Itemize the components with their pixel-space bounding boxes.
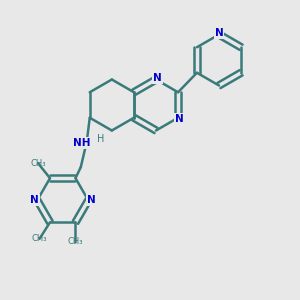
- Text: N: N: [175, 114, 184, 124]
- Text: CH₃: CH₃: [32, 234, 47, 243]
- Text: N: N: [153, 73, 162, 83]
- Text: N: N: [214, 28, 224, 38]
- Text: H: H: [97, 134, 104, 144]
- Text: N: N: [30, 195, 39, 205]
- Text: CH₃: CH₃: [68, 237, 83, 246]
- Text: CH₃: CH₃: [30, 159, 46, 168]
- Text: NH: NH: [73, 138, 90, 148]
- Text: N: N: [87, 195, 96, 205]
